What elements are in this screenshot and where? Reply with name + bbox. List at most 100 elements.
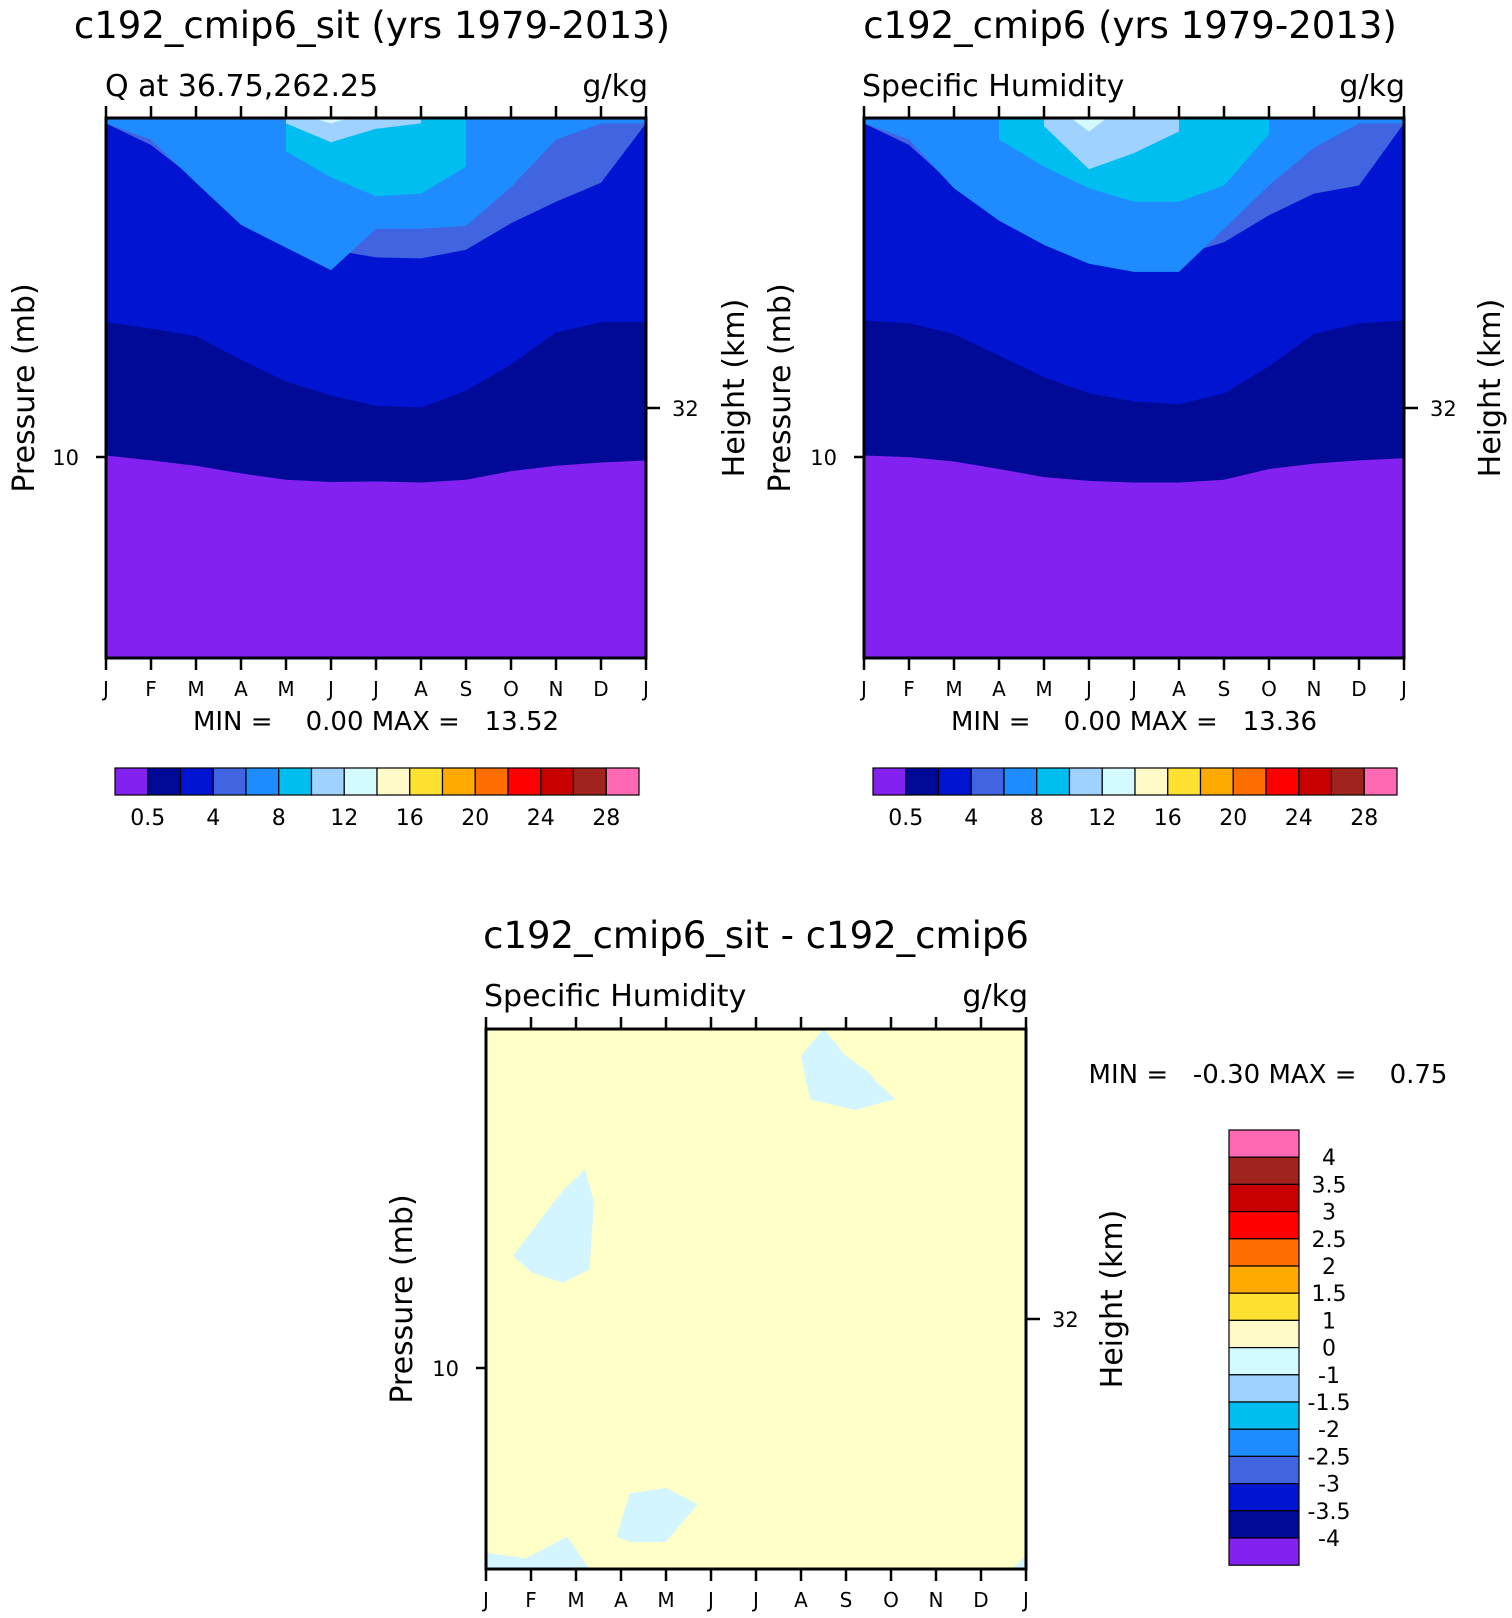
min-max-stats: MIN = 0.00 MAX = 13.52 [193,707,559,737]
colorbar-swatch [278,767,313,796]
colorbar-label: 3 [1322,1201,1336,1226]
panel-sit: c192_cmip6_sit (yrs 1979-2013) Q at 36.7… [7,4,752,831]
colorbar: 0.5 4 8 12 16 20 24 28 [872,767,1398,831]
contour-band [1044,118,1179,170]
colorbar-label: 16 [1154,806,1182,831]
colorbar-label: -4 [1318,1527,1340,1552]
colorbar-label: 20 [1219,806,1247,831]
colorbar-label: 28 [592,806,620,831]
negative-region [486,1536,590,1569]
colorbar-swatch [1228,1183,1300,1213]
colorbar-vertical: 43.5 32.521.51 0-1-1.5-2-2.5 -3-3.5-4 [1228,1129,1350,1566]
xtick-label: J [706,1588,714,1612]
colorbar-swatch [1265,767,1300,796]
xtick-label: J [1084,677,1092,701]
colorbar-swatch [1228,1265,1300,1294]
colorbar: 0.5 4 8 12 16 20 24 28 [114,767,640,831]
xtick-label: N [929,1588,944,1612]
xtick-label: A [234,677,248,701]
colorbar-swatch [1134,767,1169,796]
colorbar-label: 1 [1322,1309,1336,1334]
ytick-right-label: 32 [672,397,699,421]
negative-region [513,1169,594,1283]
xtick-label: A [1172,677,1186,701]
xtick-label: F [525,1588,537,1612]
colorbar-swatch [937,767,972,796]
ytick-right-label: 32 [1430,397,1457,421]
colorbar-swatch [1228,1238,1300,1267]
panel-subtitle-right: g/kg [1339,69,1405,104]
min-max-stats: MIN = -0.30 MAX = 0.75 [1089,1060,1448,1090]
xtick-label: O [883,1588,899,1612]
panel-title: c192_cmip6 (yrs 1979-2013) [863,4,1397,47]
xtick-label: M [945,677,962,701]
y-axis-label-right: Height (km) [717,299,752,478]
colorbar-swatch [245,767,280,796]
xtick-label: J [481,1588,489,1612]
colorbar-label: 4 [964,806,978,831]
xtick-label: A [794,1588,808,1612]
ytick-left-label: 10 [810,446,837,470]
colorbar-swatch [1003,767,1038,796]
panel-diff: c192_cmip6_sit - c192_cmip6 Specific Hum… [385,914,1447,1612]
colorbar-swatch [1101,767,1136,796]
xtick-label: A [414,677,428,701]
negative-region [1012,1555,1026,1569]
colorbar-label: 24 [527,806,555,831]
colorbar-label: 4 [1322,1146,1336,1171]
xtick-label: O [503,677,519,701]
xtick-label: S [840,1588,853,1612]
colorbar-swatch [1228,1129,1300,1158]
colorbar-swatch [1232,767,1267,796]
panel-ctl: c192_cmip6 (yrs 1979-2013) Specific Humi… [763,4,1508,831]
plot-background [486,1029,1026,1569]
colorbar-swatch [1228,1319,1300,1349]
panel-subtitle-right: g/kg [962,979,1028,1014]
panel-title: c192_cmip6_sit - c192_cmip6 [483,914,1029,957]
colorbar-label: 20 [461,806,489,831]
colorbar-label: 0 [1322,1337,1336,1362]
colorbar-swatch [1228,1156,1300,1185]
negative-region [801,1029,896,1110]
colorbar-swatch [1228,1401,1300,1430]
xtick-label: J [1399,677,1407,701]
colorbar-swatch [409,767,444,796]
colorbar-swatch [1228,1455,1300,1485]
colorbar-swatch [1228,1510,1300,1539]
colorbar-swatch [970,767,1005,796]
colorbar-swatch [872,767,907,796]
contour-band [286,118,421,143]
ytick-right-label: 32 [1052,1308,1079,1332]
colorbar-swatch [540,767,575,796]
xtick-label: M [1035,677,1052,701]
xtick-label: D [1351,677,1366,701]
xtick-label: D [593,677,608,701]
colorbar-label: -1 [1318,1364,1340,1389]
colorbar-label: 2 [1322,1255,1336,1280]
colorbar-swatch [1167,767,1202,796]
colorbar-swatch [1228,1374,1300,1403]
xtick-label: J [326,677,334,701]
xtick-label: A [614,1588,628,1612]
panel-title: c192_cmip6_sit (yrs 1979-2013) [74,4,670,47]
negative-regions [486,1029,1026,1569]
xtick-label: J [101,677,109,701]
contour-band [1071,118,1107,132]
panel-subtitle-left: Specific Humidity [862,69,1124,104]
colorbar-swatch [1199,767,1234,796]
xtick-label: M [567,1588,584,1612]
colorbar-swatch [1228,1428,1300,1457]
colorbar-swatch [147,767,182,796]
y-axis-label: Pressure (mb) [7,283,42,492]
contour-bands [106,118,646,658]
colorbar-swatch [1036,767,1071,796]
xtick-label: J [641,677,649,701]
negative-region [616,1488,698,1542]
panel-subtitle-left: Specific Humidity [484,979,746,1014]
colorbar-swatch [1228,1346,1300,1376]
min-max-stats: MIN = 0.00 MAX = 13.36 [951,707,1317,737]
colorbar-swatch [1298,767,1333,796]
